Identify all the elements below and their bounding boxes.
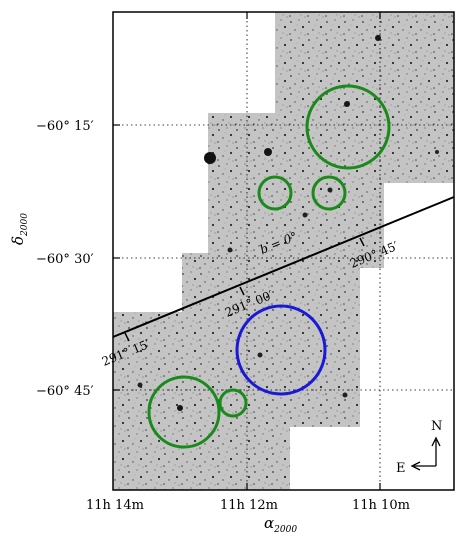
axis-ticks xyxy=(113,12,381,490)
plot-frame xyxy=(112,11,455,491)
dec-axis-symbol: δ xyxy=(9,236,27,245)
galactic-tick xyxy=(124,332,130,342)
circle-small-green-center-right xyxy=(311,175,347,211)
mosaic-region xyxy=(113,12,454,490)
region-circles xyxy=(147,84,391,449)
ra-tick-label: 11h 12m xyxy=(220,498,278,513)
compass: N E xyxy=(396,419,442,476)
bright-star xyxy=(177,405,183,411)
north-arrowhead-icon xyxy=(431,436,441,447)
bright-star xyxy=(137,382,143,388)
bright-star xyxy=(435,150,439,154)
sky-image-mosaic xyxy=(113,12,454,490)
bright-star xyxy=(264,148,272,156)
ra-axis-subscript: 2000 xyxy=(273,525,297,535)
dec-axis-labels: −60° 15′ −60° 30′ −60° 45′ xyxy=(36,119,94,399)
circle-small-green-center-left xyxy=(257,175,293,211)
galactic-tick xyxy=(239,286,245,296)
dec-tick-label: −60° 45′ xyxy=(36,384,94,399)
dec-axis-title: δ2000 xyxy=(9,213,30,245)
circle-blue-center xyxy=(235,304,327,396)
east-arrowhead-icon xyxy=(410,461,421,471)
circle-large-green-ne xyxy=(305,84,391,170)
galactic-tick xyxy=(359,237,365,247)
compass-east-label: E xyxy=(396,461,406,476)
bright-star xyxy=(302,212,308,218)
compass-north-label: N xyxy=(431,419,442,434)
bright-star xyxy=(227,247,233,253)
bright-stars xyxy=(137,35,439,411)
bright-star xyxy=(375,35,381,41)
bright-star xyxy=(257,352,263,358)
dec-axis-subscript: 2000 xyxy=(20,213,30,237)
ra-tick-label: 11h 14m xyxy=(86,498,144,513)
galactic-plane-line xyxy=(112,196,455,338)
ra-axis-title: α2000 xyxy=(264,514,297,535)
dec-tick-label: −60° 15′ xyxy=(36,119,94,134)
svg-text:δ2000: δ2000 xyxy=(9,213,30,245)
circle-small-green-sw xyxy=(218,388,248,418)
circle-large-green-sw xyxy=(147,375,221,449)
bright-star xyxy=(327,187,333,193)
bright-star xyxy=(342,392,348,398)
ra-axis-labels: 11h 14m 11h 12m 11h 10m xyxy=(86,498,410,513)
ra-tick-label: 11h 10m xyxy=(352,498,410,513)
dec-tick-label: −60° 30′ xyxy=(36,252,94,267)
ra-axis-symbol: α xyxy=(264,514,274,532)
bright-star xyxy=(204,152,216,164)
bright-star xyxy=(344,101,350,107)
